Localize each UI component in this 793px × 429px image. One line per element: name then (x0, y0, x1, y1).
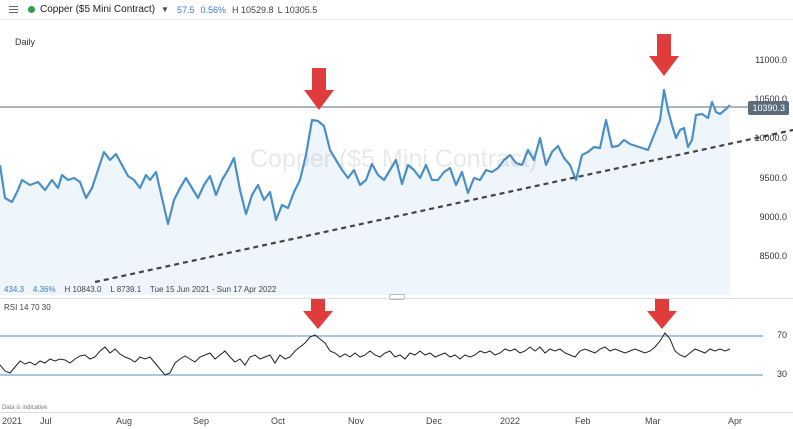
peak-arrow-rsi-mar (647, 299, 677, 329)
hamburger-menu-icon[interactable] (4, 0, 22, 20)
price-change: 57.5 (176, 4, 195, 15)
time-axis-label: Oct (271, 416, 286, 426)
time-axis[interactable]: 2021 Jul Aug Sep Oct Nov Dec 2022 Feb Ma… (0, 412, 793, 429)
price-axis-label: 11000.0 (755, 55, 787, 65)
price-axis-label: 9500.0 (759, 173, 787, 183)
price-axis-label: 10500.0 (754, 94, 787, 104)
data-disclaimer: Data is indicative (2, 405, 48, 411)
rsi-chart-svg (0, 299, 763, 376)
time-axis-label: Feb (575, 416, 591, 426)
peak-arrow-mar (649, 34, 679, 76)
time-axis-label: Sep (193, 416, 210, 426)
price-area-fill (0, 90, 730, 295)
rsi-level-70: 70 (776, 330, 787, 340)
rsi-indicator-label[interactable]: RSI 14 70 30 (4, 303, 51, 312)
price-axis-label: 9000.0 (759, 212, 787, 222)
price-chart-svg (0, 34, 793, 295)
rsi-pane[interactable]: RSI 14 70 30 70 30 (0, 298, 793, 408)
rsi-level-30: 30 (776, 369, 787, 379)
chart-toolbar: Copper ($5 Mini Contract) ▼ 57.5 0.56% H… (0, 0, 793, 20)
range-stats: 434.3 4.36% H 10843.0 L 8739.1 Tue 15 Ju… (4, 285, 276, 294)
range-dates: Tue 15 Jun 2021 - Sun 17 Apr 2022 (149, 285, 277, 294)
time-axis-label: Dec (426, 416, 443, 426)
chart-watermark: Copper ($5 Mini Contract) (250, 145, 538, 173)
market-status-dot (28, 6, 35, 13)
time-axis-label: Jul (40, 416, 52, 426)
time-axis-label: Nov (348, 416, 365, 426)
session-low: L 10305.5 (277, 4, 318, 15)
time-axis-label: Aug (116, 416, 133, 426)
peak-arrow-oct (304, 68, 334, 110)
current-price-tag: 10390.3 (748, 101, 789, 115)
chart-period[interactable]: Daily (15, 37, 36, 47)
price-change-percent: 0.56% (200, 4, 227, 15)
symbol-dropdown-icon[interactable]: ▼ (161, 5, 169, 14)
pane-resize-handle[interactable] (389, 294, 405, 300)
session-high: H 10529.8 (232, 4, 274, 15)
time-axis-label: Apr (728, 416, 743, 426)
price-pane[interactable]: Daily Copper ($5 Mini Contract) 434.3 4.… (0, 20, 793, 295)
time-axis-label: 2021 (2, 416, 23, 426)
range-value: 434.3 (4, 285, 25, 294)
time-axis-label: Mar (645, 416, 661, 426)
range-high: H 10843.0 (64, 285, 102, 294)
symbol-name[interactable]: Copper ($5 Mini Contract) (40, 4, 156, 15)
peak-arrow-rsi-oct (303, 299, 333, 329)
price-axis-label: 10000.0 (754, 133, 787, 143)
support-trendline (94, 128, 793, 284)
time-axis-label: 2022 (500, 416, 521, 426)
price-line (0, 88, 731, 226)
price-axis-label: 8500.0 (759, 251, 787, 261)
rsi-line (0, 332, 731, 376)
range-percent: 4.36% (32, 285, 56, 294)
range-low: L 8739.1 (110, 285, 142, 294)
